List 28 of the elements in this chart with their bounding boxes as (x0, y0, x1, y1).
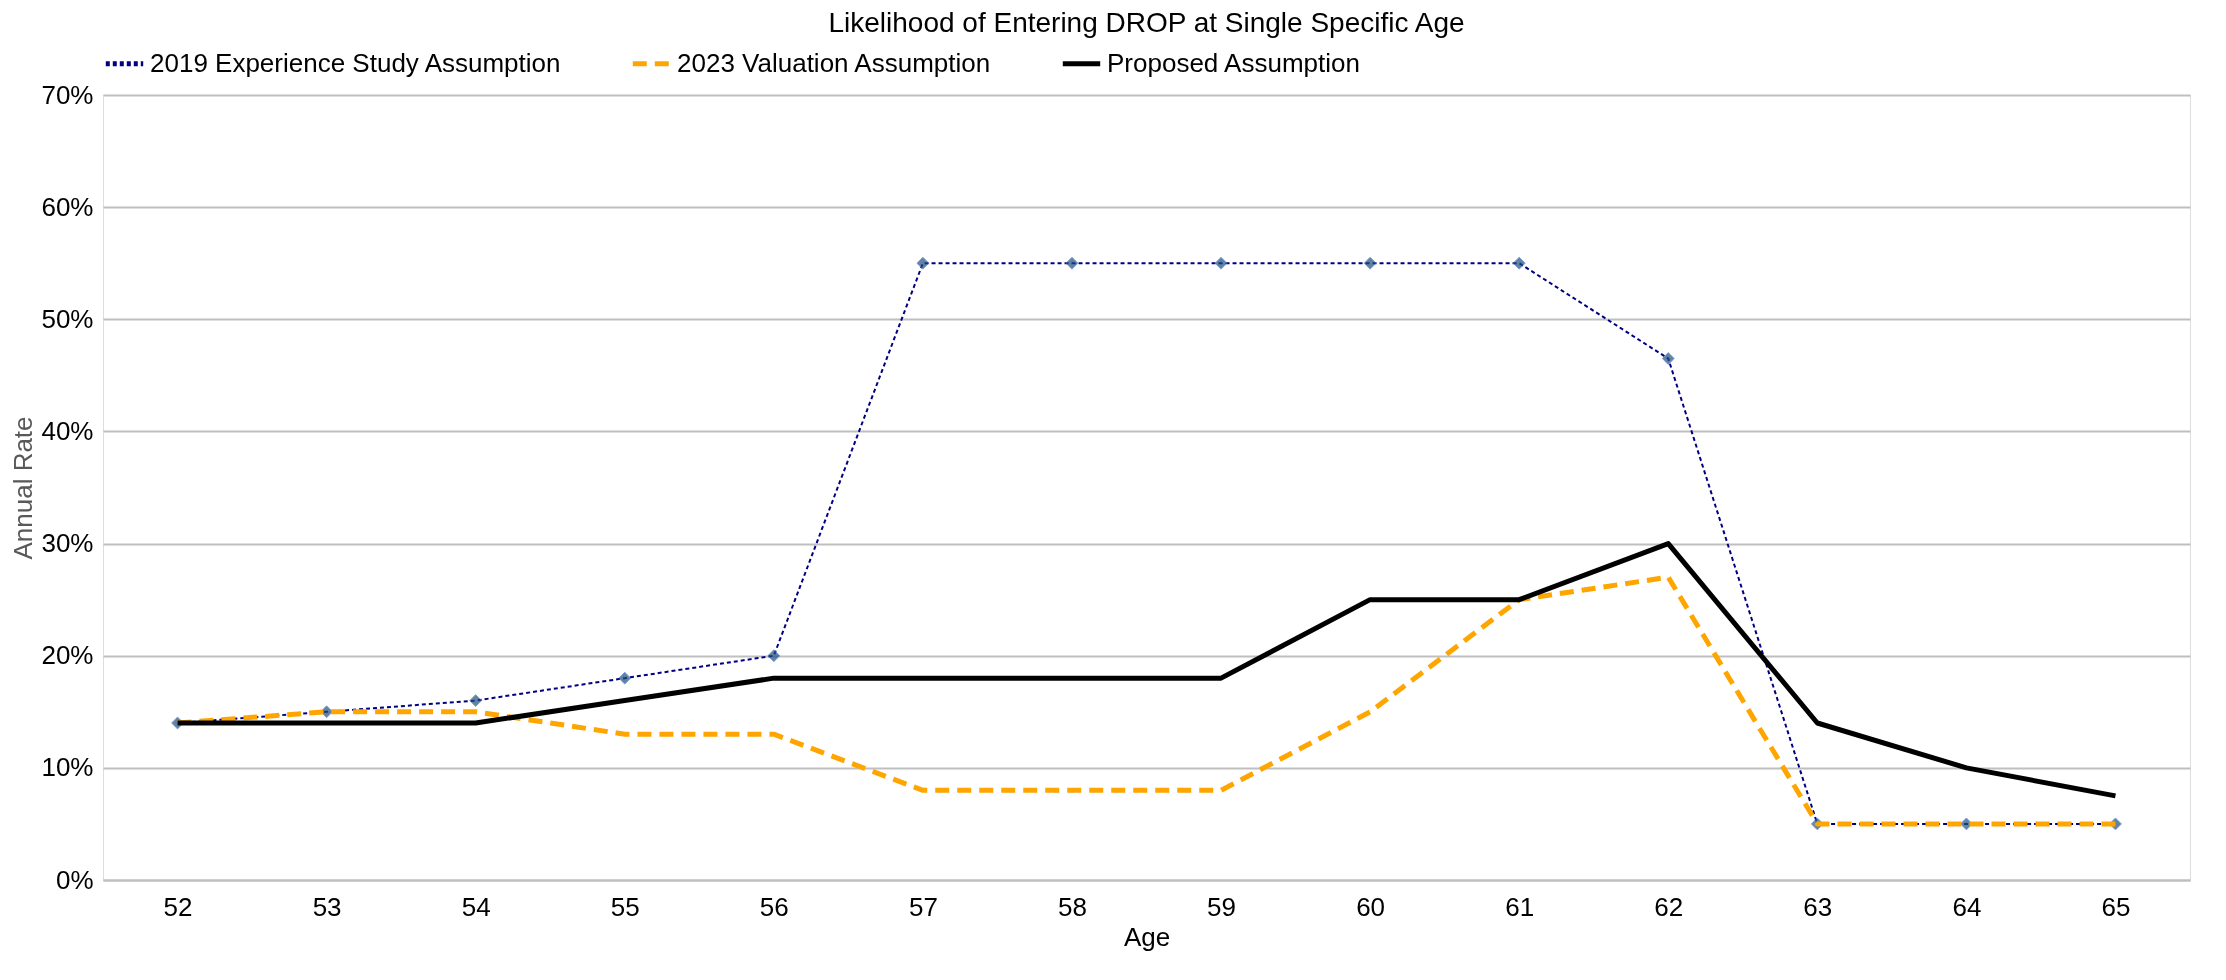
x-tick-label: 65 (2101, 891, 2131, 922)
x-tick-label: 55 (610, 891, 640, 922)
x-tick-label: 63 (1803, 891, 1833, 922)
y-tick-label: 30% (41, 528, 94, 559)
legend-label: 2019 Experience Study Assumption (150, 47, 561, 78)
x-tick-label: 57 (908, 891, 938, 922)
y-tick-label: 0% (55, 864, 94, 895)
x-tick-label: 54 (461, 891, 491, 922)
y-tick-label: 10% (41, 752, 94, 783)
y-tick-label: 20% (41, 640, 94, 671)
x-tick-label: 58 (1058, 891, 1087, 922)
x-axis-title: Age (1123, 921, 1171, 952)
y-tick-label: 70% (41, 79, 94, 110)
x-tick-label: 64 (1952, 891, 1982, 922)
x-tick-label: 52 (163, 891, 193, 922)
x-tick-label: 62 (1654, 891, 1684, 922)
x-tick-label: 61 (1505, 891, 1535, 922)
y-axis-title: Annual Rate (8, 416, 39, 560)
x-tick-label: 60 (1356, 891, 1386, 922)
x-tick-label: 59 (1207, 891, 1236, 922)
x-tick-label: 56 (759, 891, 789, 922)
chart-title: Likelihood of Entering DROP at Single Specific Age (828, 7, 1465, 38)
legend-label: Proposed Assumption (1107, 47, 1360, 78)
x-tick-label: 53 (312, 891, 342, 922)
y-tick-label: 40% (41, 415, 94, 446)
y-tick-label: 50% (41, 303, 94, 334)
y-tick-label: 60% (41, 191, 94, 222)
legend-label: 2023 Valuation Assumption (677, 47, 991, 78)
